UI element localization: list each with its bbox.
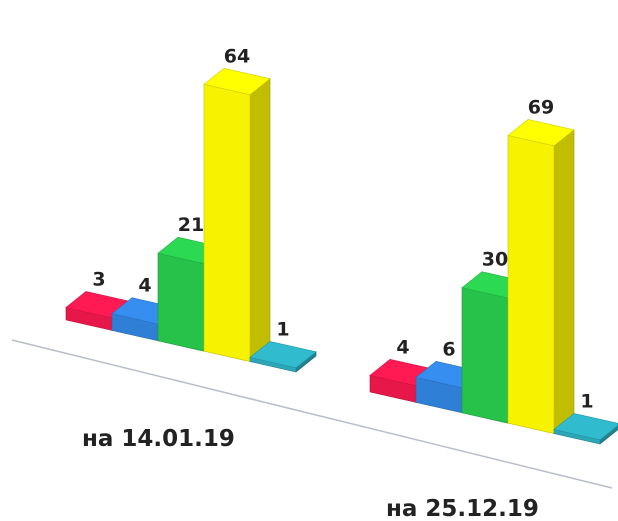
data-label-g0-s0: 3 [92,268,105,290]
data-label-g0-s4: 1 [276,318,289,340]
bar-top-g0-s3 [203,67,271,96]
floor-line [11,339,613,489]
bar-front-g1-s3 [507,135,555,434]
bar-top-g0-s4 [249,341,317,369]
category-label-0: на 14.01.19 [82,426,235,452]
data-label-g0-s1: 4 [138,275,151,297]
bar-front-g1-s2 [461,287,509,424]
bar-side-g1-s3 [553,129,575,435]
bar-g0-s3 [203,67,271,363]
bar-g1-s3 [507,119,575,435]
bar-front-g0-s3 [203,83,251,362]
data-label-g1-s0: 4 [396,336,409,358]
bar-g0-s4 [249,341,317,373]
bar-side-g0-s3 [249,78,271,363]
data-label-g1-s1: 6 [442,338,455,360]
labels-layer: 3 4 21 64 1 4 6 30 69 1 [92,45,593,412]
bars-layer [65,67,618,445]
data-label-g1-s2: 30 [482,249,508,271]
bar-g1-s4 [553,413,618,445]
data-label-g0-s2: 21 [178,214,204,236]
category-label-1: на 25.12.19 [386,496,539,521]
data-label-g0-s3: 64 [224,45,250,67]
bar-front-g0-s2 [157,252,205,352]
data-label-g1-s4: 1 [580,390,593,412]
data-label-g1-s3: 69 [528,96,554,118]
bar-top-g1-s3 [507,119,575,147]
bar-top-g1-s4 [553,413,618,441]
